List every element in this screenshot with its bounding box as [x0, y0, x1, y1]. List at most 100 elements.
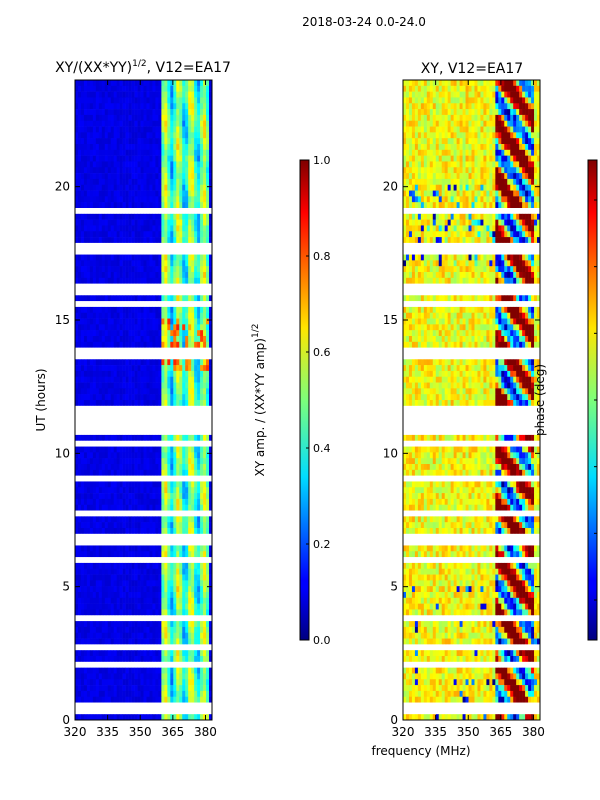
amplitude-cell	[89, 452, 94, 459]
amplitude-cell	[173, 184, 177, 191]
amplitude-cell	[200, 225, 204, 232]
amplitude-cell	[194, 632, 198, 639]
amplitude-cell	[77, 190, 82, 197]
amplitude-cell	[200, 504, 204, 511]
amplitude-cell	[182, 376, 186, 383]
amplitude-cell	[146, 370, 150, 378]
amplitude-cell	[110, 510, 115, 517]
amplitude-cell	[176, 510, 180, 517]
amplitude-cell	[152, 330, 156, 337]
amplitude-cell	[203, 411, 207, 418]
amplitude-cell	[170, 656, 174, 663]
amplitude-cell	[173, 336, 177, 343]
amplitude-cell	[107, 423, 112, 430]
amplitude-cell	[122, 574, 126, 581]
amplitude-cell	[146, 248, 150, 255]
amplitude-cell	[161, 388, 165, 395]
amplitude-cell	[92, 603, 97, 610]
amplitude-cell	[152, 557, 156, 564]
amplitude-cell	[173, 138, 177, 145]
amplitude-cell	[206, 586, 210, 593]
amplitude-cell	[155, 248, 159, 255]
amplitude-cell	[101, 551, 106, 558]
amplitude-cell	[125, 242, 129, 250]
amplitude-cell	[122, 562, 126, 570]
amplitude-cell	[134, 394, 138, 401]
amplitude-cell	[161, 574, 165, 581]
amplitude-cell	[158, 167, 162, 174]
amplitude-cell	[179, 661, 183, 668]
amplitude-cell	[194, 138, 198, 145]
amplitude-cell	[200, 312, 204, 319]
amplitude-cell	[209, 650, 213, 657]
amplitude-cell	[209, 597, 213, 604]
amplitude-cell	[83, 370, 88, 378]
amplitude-cell	[95, 487, 100, 494]
amplitude-cell	[113, 621, 117, 628]
amplitude-cell	[75, 417, 79, 424]
amplitude-cell	[75, 97, 79, 104]
amplitude-cell	[152, 504, 156, 511]
amplitude-cell	[170, 621, 174, 628]
amplitude-cell	[98, 452, 103, 459]
amplitude-cell	[158, 359, 162, 366]
amplitude-cell	[176, 237, 180, 244]
amplitude-cell	[170, 650, 174, 657]
amplitude-cell	[125, 109, 129, 116]
amplitude-cell	[194, 446, 198, 453]
amplitude-cell	[98, 557, 103, 564]
amplitude-cell	[146, 225, 150, 232]
amplitude-cell	[146, 103, 150, 110]
amplitude-cell	[116, 266, 120, 273]
amplitude-cell	[116, 708, 120, 715]
amplitude-cell	[194, 336, 198, 343]
amplitude-cell	[122, 144, 126, 151]
amplitude-cell	[161, 306, 165, 314]
amplitude-cell	[167, 597, 171, 604]
amplitude-cell	[89, 376, 94, 383]
amplitude-cell	[134, 644, 138, 651]
amplitude-cell	[197, 120, 201, 127]
amplitude-cell	[134, 621, 138, 628]
amplitude-cell	[194, 609, 198, 616]
amplitude-cell	[155, 516, 159, 523]
amplitude-cell	[125, 330, 129, 337]
amplitude-cell	[80, 376, 85, 383]
amplitude-cell	[116, 400, 120, 407]
amplitude-cell	[98, 237, 103, 244]
amplitude-cell	[77, 592, 82, 599]
amplitude-cell	[182, 184, 186, 191]
amplitude-cell	[164, 464, 168, 471]
amplitude-cell	[191, 690, 195, 698]
amplitude-cell	[104, 417, 109, 424]
amplitude-cell	[98, 394, 103, 401]
amplitude-cell	[173, 417, 177, 424]
amplitude-cell	[98, 609, 103, 616]
amplitude-cell	[92, 272, 97, 279]
amplitude-cell	[107, 493, 112, 500]
amplitude-cell	[203, 184, 207, 191]
amplitude-cell	[209, 254, 213, 261]
amplitude-cell	[200, 365, 204, 372]
amplitude-cell	[176, 225, 180, 232]
amplitude-cell	[155, 196, 159, 203]
amplitude-cell	[137, 539, 141, 546]
amplitude-cell	[152, 400, 156, 407]
amplitude-cell	[206, 528, 210, 535]
amplitude-cell	[116, 85, 120, 92]
amplitude-cell	[98, 644, 103, 651]
amplitude-cell	[152, 184, 156, 191]
amplitude-cell	[173, 504, 177, 511]
amplitude-cell	[197, 208, 201, 215]
amplitude-cell	[116, 120, 120, 127]
amplitude-cell	[86, 702, 91, 709]
amplitude-cell	[83, 237, 88, 244]
amplitude-cell	[122, 260, 126, 267]
amplitude-cell	[83, 708, 88, 715]
amplitude-cell	[149, 434, 153, 442]
amplitude-cell	[146, 301, 150, 308]
amplitude-cell	[161, 539, 165, 546]
amplitude-cell	[185, 603, 189, 610]
amplitude-cell	[89, 487, 94, 494]
amplitude-cell	[107, 475, 112, 482]
